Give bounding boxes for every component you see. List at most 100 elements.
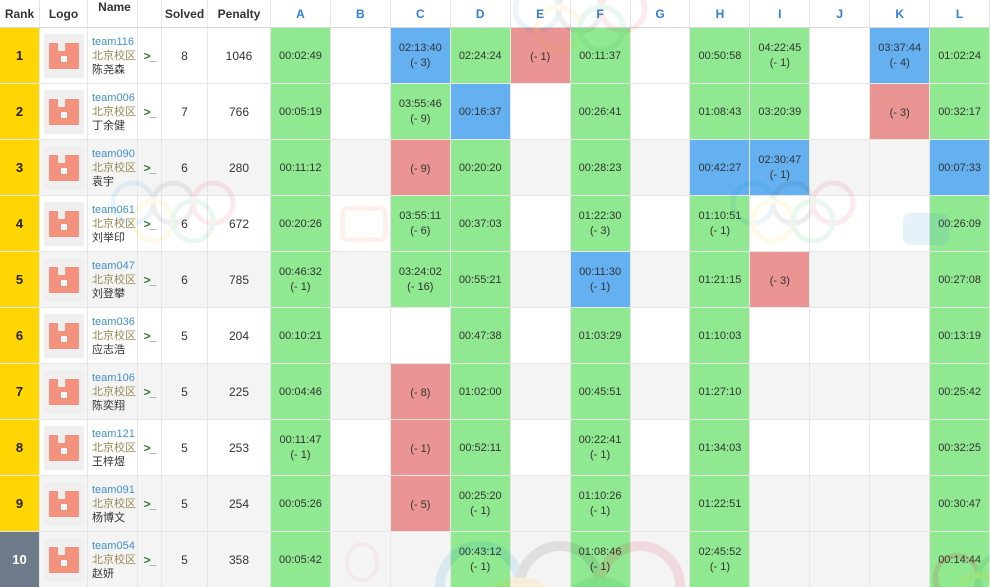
solve-time: 00:37:03 (458, 217, 502, 230)
header-problem-E[interactable]: E (511, 0, 571, 27)
header-problem-D[interactable]: D (451, 0, 511, 27)
problem-cell-C: 03:55:46 (- 9) (390, 84, 451, 140)
header-problem-L[interactable]: L (930, 0, 990, 27)
solve-time: 00:30:47 (938, 497, 982, 510)
problem-cell-K (870, 252, 931, 308)
problem-cell-K: (- 3) (870, 84, 931, 140)
problem-cell-I: (- 3) (750, 252, 811, 308)
solve-time: 00:11:37 (579, 49, 622, 62)
penalty-cell: 766 (208, 84, 271, 140)
terminal-icon[interactable]: >_ (143, 552, 157, 567)
logo-notch (57, 209, 65, 219)
solved-cell: 7 (162, 84, 208, 140)
name-cell: team121 北京校区 王梓煜 (88, 420, 138, 476)
header-problem-B[interactable]: B (331, 0, 391, 27)
rank-cell: 3 (0, 140, 40, 196)
name-cell: team036 北京校区 应志浩 (88, 308, 138, 364)
solve-time: 03:20:39 (758, 105, 802, 118)
solve-time: 00:26:09 (938, 217, 982, 230)
solve-time: 00:10:21 (279, 329, 322, 342)
problem-cell-E (511, 532, 571, 587)
team-campus: 北京校区 (92, 441, 136, 454)
problem-cell-D: 00:16:37 (450, 84, 511, 140)
team-id-link[interactable]: team116 (92, 35, 134, 48)
solve-time: 00:28:23 (578, 161, 622, 174)
terminal-icon[interactable]: >_ (143, 104, 157, 119)
problem-cell-A: 00:11:47 (- 1) (271, 420, 331, 476)
problem-cell-G (630, 252, 691, 308)
terminal-icon[interactable]: >_ (143, 216, 157, 231)
penalty-value: 204 (228, 328, 250, 343)
terminal-icon[interactable]: >_ (143, 440, 157, 455)
problem-cell-J (810, 84, 871, 140)
team-id-link[interactable]: team106 (92, 371, 135, 384)
terminal-cell: >_ (138, 252, 162, 308)
problem-cell-B (331, 532, 391, 587)
terminal-icon[interactable]: >_ (143, 272, 157, 287)
terminal-icon[interactable]: >_ (143, 160, 157, 175)
solve-time: 01:22:30 (578, 210, 622, 222)
problem-cell-L: 00:25:42 (930, 364, 990, 420)
problem-cell-A: 00:10:21 (271, 308, 331, 364)
terminal-icon[interactable]: >_ (143, 384, 157, 399)
header-problem-K[interactable]: K (870, 0, 931, 27)
problem-cell-D: 00:25:20 (- 1) (450, 476, 511, 532)
problem-cell-I (750, 476, 811, 532)
problem-cell-A: 00:46:32 (- 1) (271, 252, 331, 308)
problem-cell-L: 00:26:09 (930, 196, 990, 252)
problem-cell-I (750, 364, 811, 420)
problem-cell-B (330, 364, 391, 420)
problem-cell-C (391, 532, 451, 587)
problem-cell-L: 00:13:19 (930, 308, 990, 364)
team-campus: 北京校区 (92, 161, 136, 174)
logo-cell (40, 140, 88, 196)
solve-time: 01:21:15 (698, 273, 742, 286)
header-problem-G[interactable]: G (631, 0, 691, 27)
team-id-link[interactable]: team054 (92, 539, 135, 552)
team-id-link[interactable]: team121 (92, 427, 135, 440)
name-cell: team047 北京校区 刘登攀 (88, 252, 138, 308)
problem-cell-H: 00:50:58 (690, 28, 751, 84)
solve-time: 00:02:49 (279, 49, 322, 62)
problem-cell-C: 02:13:40 (- 3) (390, 28, 451, 84)
solve-time: 01:10:26 (578, 490, 622, 502)
solve-time: 00:55:21 (458, 273, 502, 286)
team-id-link[interactable]: team047 (92, 259, 135, 272)
terminal-cell: >_ (138, 532, 162, 587)
header-problem-H[interactable]: H (690, 0, 751, 27)
team-id-link[interactable]: team006 (92, 91, 135, 104)
team-member: 赵妍 (92, 567, 114, 580)
problem-cell-A: 00:02:49 (271, 28, 331, 84)
header-problem-A[interactable]: A (271, 0, 331, 27)
rank-cell: 4 (0, 196, 40, 252)
team-member: 丁余健 (92, 119, 125, 132)
problem-cell-K (870, 532, 931, 587)
solved-count: 6 (181, 160, 188, 175)
logo-cell (40, 364, 88, 420)
problem-cell-A: 00:05:19 (271, 84, 331, 140)
header-problem-I[interactable]: I (750, 0, 811, 27)
solve-time: 02:45:52 (698, 546, 742, 558)
terminal-icon[interactable]: >_ (143, 328, 157, 343)
team-id-link[interactable]: team091 (92, 483, 135, 496)
team-row: 9 team091 北京校区 杨博文 >_ 5 254 00:05:26 (- 5) 00:25:… (0, 476, 990, 532)
logo-notch (57, 153, 65, 163)
header-problem-J[interactable]: J (810, 0, 871, 27)
failed-tries: (- 3) (589, 225, 611, 237)
solve-time: 01:02:00 (458, 385, 502, 398)
header-problem-C[interactable]: C (391, 0, 451, 27)
terminal-cell: >_ (138, 364, 162, 420)
solve-time: 00:22:41 (578, 434, 622, 446)
team-id-link[interactable]: team061 (92, 203, 135, 216)
header-solved: Solved (162, 0, 208, 27)
problem-cell-F: 00:26:41 (570, 84, 631, 140)
terminal-icon[interactable]: >_ (143, 48, 157, 63)
team-id-link[interactable]: team036 (92, 315, 135, 328)
team-id-link[interactable]: team090 (92, 147, 135, 160)
penalty-cell: 204 (208, 308, 271, 364)
header-problem-F[interactable]: F (571, 0, 631, 27)
solve-time: 03:55:46 (398, 98, 442, 110)
terminal-icon[interactable]: >_ (143, 496, 157, 511)
